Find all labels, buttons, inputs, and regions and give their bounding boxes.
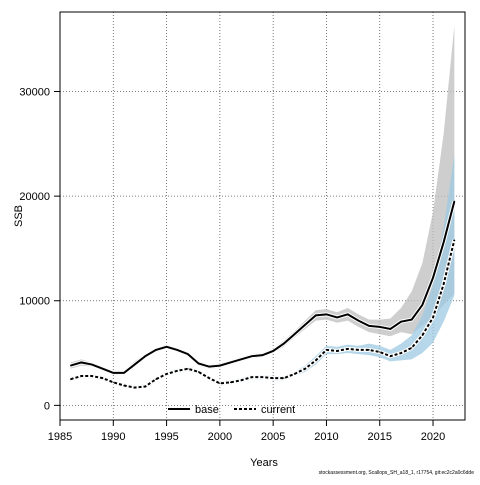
data-point-base [443,241,445,243]
data-point-current [187,368,189,370]
x-tick-label: 2020 [421,431,445,443]
data-point-current [411,347,413,349]
data-point-base [229,361,232,364]
y-tick-label: 0 [44,400,50,412]
data-point-base [240,358,242,360]
data-point-base [389,328,391,330]
legend-label-current: current [261,404,295,416]
data-point-current [70,378,72,380]
data-point-current [240,379,242,381]
data-point-current [315,359,317,361]
data-point-base [144,355,146,357]
data-point-current [197,371,200,373]
x-tick-label: 2000 [208,431,232,443]
data-point-base [272,350,274,352]
legend-label-base: base [195,404,219,416]
data-point-base [123,372,125,374]
data-point-current [379,351,381,353]
data-point-current [272,377,274,379]
confidence-bands [70,25,455,389]
data-point-current [165,373,168,375]
data-point-base [112,372,114,374]
data-point-base [176,349,178,351]
x-tick-label: 1990 [101,431,125,443]
data-point-current [91,375,93,377]
data-point-current [261,376,264,378]
y-axis-title: SSB [13,205,25,227]
data-point-base [102,368,104,370]
source-footnote: stockassessment.org, Scallops_SH_a18_1, … [318,470,474,476]
data-point-base [283,343,285,345]
data-point-current [219,382,221,384]
axes: 1985 1990 1995 2000 2005 2010 2015 2020 0 10000 20… [19,87,445,443]
data-point-current [80,375,82,377]
x-tick-label: 2005 [261,431,285,443]
data-point-base [368,325,370,327]
data-point-current [347,348,349,350]
data-point-current [368,349,370,351]
data-point-base [336,316,338,319]
data-point-current [229,381,232,383]
data-point-base [219,365,221,367]
data-point-base [453,200,455,202]
y-tick-label: 10000 [19,296,50,308]
data-point-current [102,377,104,379]
x-tick-label: 1995 [154,431,178,443]
data-point-current [443,283,445,285]
x-tick-label: 2015 [367,431,391,443]
y-tick-label: 20000 [19,191,50,203]
data-point-base [304,324,306,326]
data-point-current [155,378,157,380]
data-point-base [261,354,264,356]
data-point-current [357,349,360,351]
x-tick-label: 1985 [48,431,72,443]
data-point-base [325,313,328,315]
data-point-base [432,277,434,279]
data-point-current [134,386,136,389]
data-point-current [123,384,125,387]
data-point-base [91,363,93,366]
data-point-current [453,239,455,241]
data-point-base [357,320,360,322]
data-point-current [251,376,253,378]
data-point-current [432,316,434,319]
data-point-base [134,363,136,366]
data-point-base [80,361,82,364]
data-point-base [70,365,72,367]
data-point-base [379,326,381,328]
data-point-base [187,353,189,355]
series-lines [70,200,457,390]
y-tick-label: 30000 [19,87,50,99]
data-point-base [411,318,413,321]
data-point-current [293,373,296,375]
data-point-base [208,366,210,368]
data-point-base [400,321,402,323]
data-point-base [251,355,253,357]
data-point-current [112,381,114,383]
data-point-base [347,313,349,315]
legend: base current [168,404,295,416]
data-point-base [165,346,168,348]
data-point-current [283,377,285,379]
data-point-base [315,314,317,316]
data-point-current [336,350,338,352]
data-point-base [197,362,200,365]
data-point-base [293,333,296,335]
x-axis-title: Years [250,457,278,469]
x-tick-label: 2010 [314,431,338,443]
data-point-current [400,352,402,354]
data-point-current [144,385,146,388]
data-point-base [155,349,157,351]
data-point-base [421,304,423,306]
data-point-current [325,349,328,351]
data-point-current [208,377,210,379]
data-point-current [421,334,423,336]
data-point-current [389,355,391,357]
data-point-current [304,368,306,370]
data-point-current [176,370,178,372]
